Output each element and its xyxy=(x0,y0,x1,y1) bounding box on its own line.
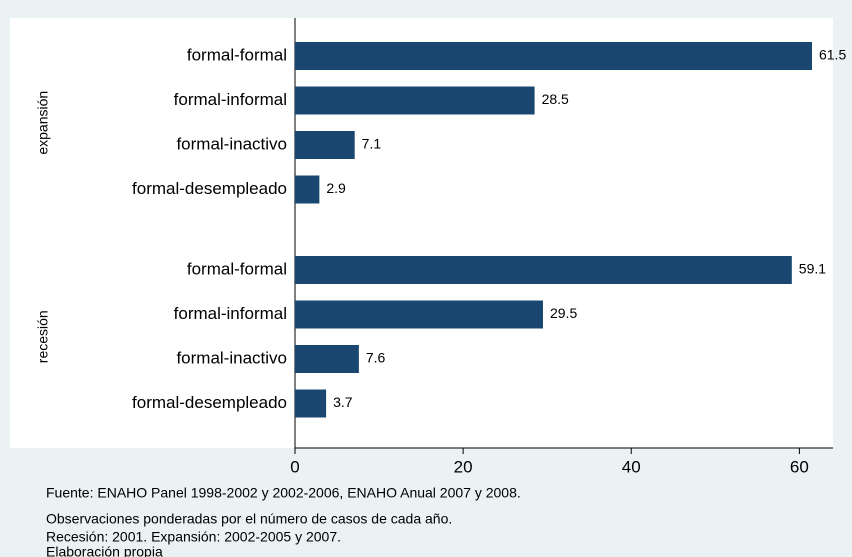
category-label: formal-formal xyxy=(187,45,287,64)
note: Fuente: ENAHO Panel 1998-2002 y 2002-200… xyxy=(46,485,521,501)
x-tick-label: 60 xyxy=(790,457,809,476)
plot-region xyxy=(10,18,833,448)
bar xyxy=(295,42,812,70)
note: Recesión: 2001. Expansión: 2002-2005 y 2… xyxy=(46,529,341,545)
category-label: formal-informal xyxy=(174,304,287,323)
bar xyxy=(295,131,355,159)
bar xyxy=(295,345,359,373)
value-label: 59.1 xyxy=(799,261,826,277)
value-label: 2.9 xyxy=(326,180,346,196)
category-label: formal-desempleado xyxy=(132,393,287,412)
bar xyxy=(295,86,535,115)
x-tick-label: 20 xyxy=(454,457,473,476)
group-label: expansión xyxy=(35,91,51,155)
x-tick-label: 0 xyxy=(290,457,299,476)
value-label: 3.7 xyxy=(333,394,353,410)
x-tick-label: 40 xyxy=(622,457,641,476)
category-label: formal-formal xyxy=(187,259,287,278)
bar xyxy=(295,300,543,329)
value-label: 28.5 xyxy=(542,91,569,107)
bar xyxy=(295,256,792,284)
bar xyxy=(295,389,327,418)
category-label: formal-inactivo xyxy=(176,348,287,367)
value-label: 7.6 xyxy=(366,350,386,366)
category-label: formal-inactivo xyxy=(176,134,287,153)
note: Observaciones ponderadas por el número d… xyxy=(46,511,452,527)
category-label: formal-desempleado xyxy=(132,179,287,198)
note: Elaboración propia xyxy=(46,544,163,557)
group-label: recesión xyxy=(35,310,51,363)
value-label: 29.5 xyxy=(550,305,577,321)
value-label: 7.1 xyxy=(362,136,382,152)
value-label: 61.5 xyxy=(819,47,846,63)
bar xyxy=(295,175,320,204)
category-label: formal-informal xyxy=(174,90,287,109)
